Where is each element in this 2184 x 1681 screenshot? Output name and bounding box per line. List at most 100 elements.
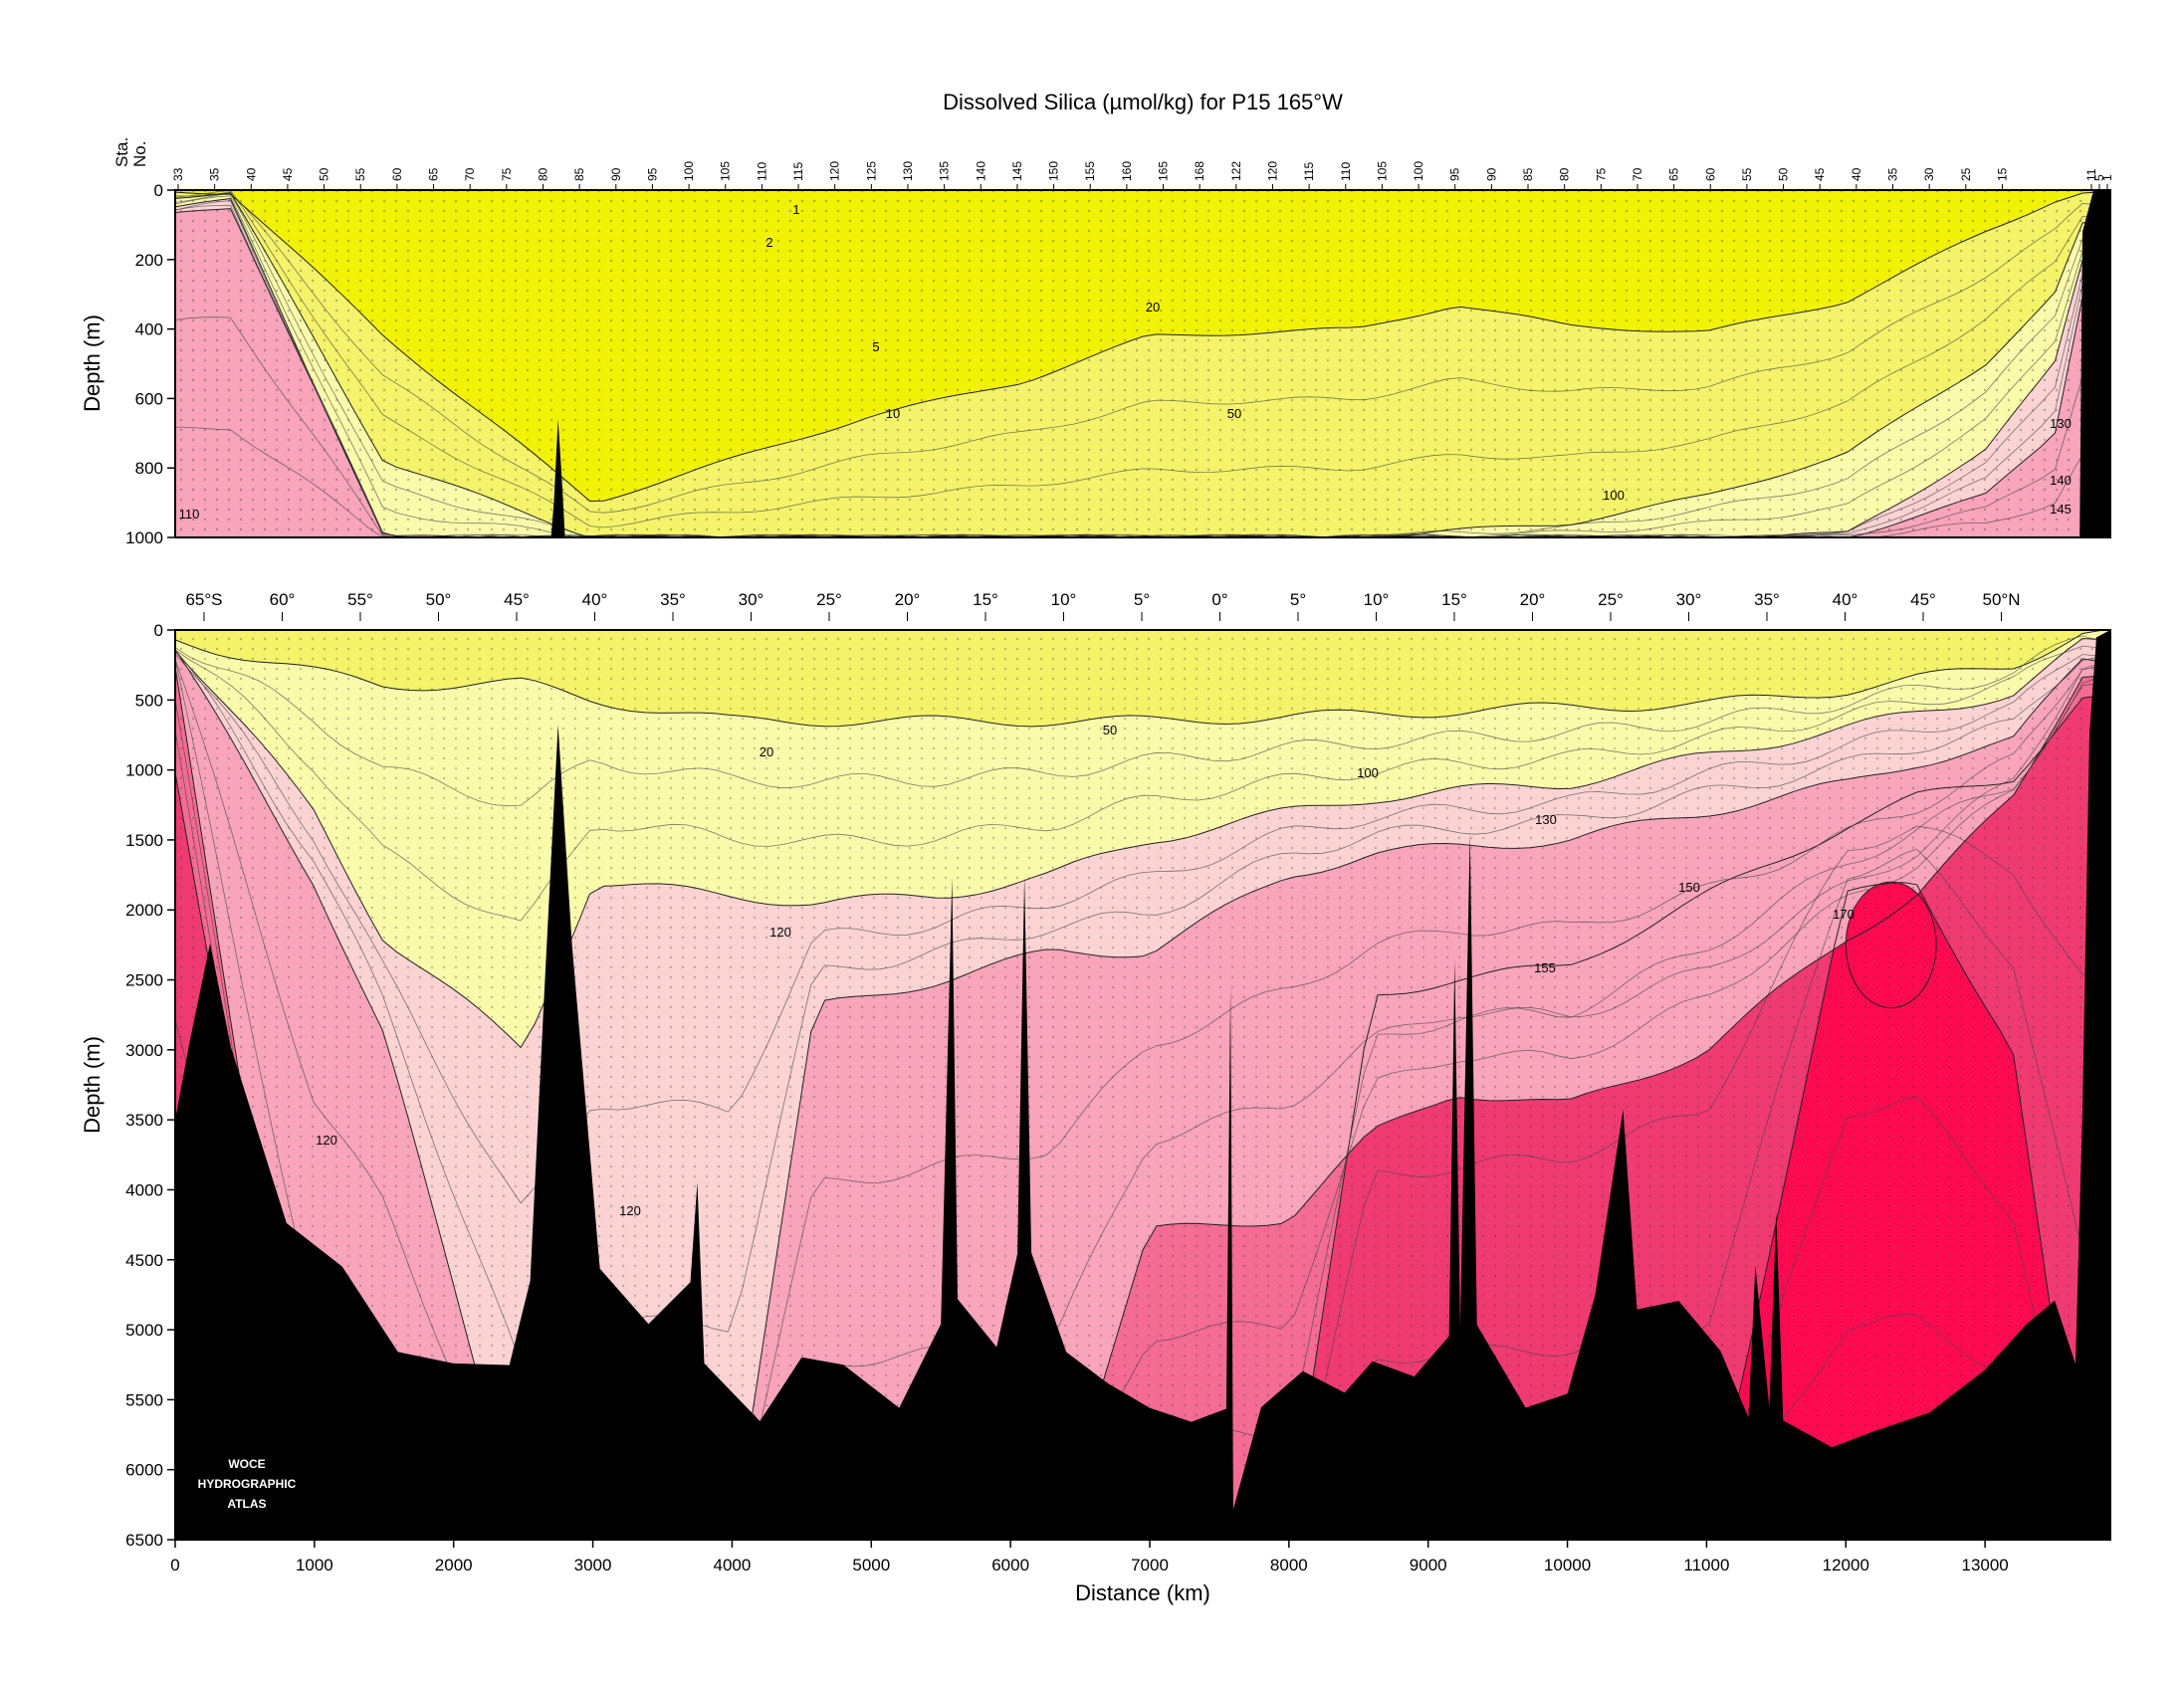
station-label: 70 bbox=[1631, 167, 1644, 181]
station-label: 100 bbox=[682, 161, 696, 181]
woce-atlas-logo: WOCE HYDROGRAPHIC ATLAS bbox=[198, 1457, 297, 1511]
lower-depth-tick-label: 4500 bbox=[125, 1251, 163, 1270]
lower-plot-frame bbox=[174, 629, 2111, 1541]
distance-tick-label: 7000 bbox=[1131, 1556, 1169, 1575]
lower-seafloor bbox=[175, 630, 2110, 1540]
station-label: 45 bbox=[281, 167, 295, 181]
station-label: 60 bbox=[390, 167, 404, 181]
lower-contour-label: 120 bbox=[316, 1133, 337, 1148]
station-label: 145 bbox=[1010, 161, 1024, 181]
lower-depth-tick-label: 3500 bbox=[125, 1111, 163, 1130]
lower-depth-axis: 0 500 1000 1500 2000 2500 3000 3500 4000 4500 5000… bbox=[125, 621, 175, 1550]
station-label: 110 bbox=[1339, 162, 1353, 181]
latitude-label: 15° bbox=[973, 590, 998, 609]
distance-tick-label: 1000 bbox=[296, 1556, 333, 1575]
station-label: 130 bbox=[901, 161, 915, 181]
upper-depth-tick-label: 200 bbox=[135, 251, 163, 270]
distance-axis: 0 1000 2000 3000 4000 5000 6000 7000 8000 9000 100… bbox=[170, 1540, 2009, 1575]
latitude-label: 40° bbox=[582, 590, 608, 609]
lower-contour-label: 130 bbox=[1535, 812, 1557, 827]
upper-contour-label: 140 bbox=[2050, 473, 2072, 488]
station-label: 120 bbox=[828, 161, 842, 181]
distance-tick-label: 5000 bbox=[852, 1556, 890, 1575]
latitude-label: 35° bbox=[660, 590, 686, 609]
latitude-axis: 65°S 60° 55° 50° 45° 40° 35° 30° 25° 20° 15° 10° 5° 0… bbox=[185, 590, 2020, 621]
station-label: 50 bbox=[318, 167, 331, 181]
station-label: 115 bbox=[791, 162, 805, 181]
station-label: 40 bbox=[244, 167, 258, 181]
latitude-label: 50°N bbox=[1983, 590, 2021, 609]
station-label: 105 bbox=[719, 161, 733, 181]
station-label: 110 bbox=[755, 162, 768, 181]
station-label: 155 bbox=[1083, 161, 1097, 181]
latitude-label: 30° bbox=[739, 590, 764, 609]
station-label: 120 bbox=[1265, 161, 1279, 181]
latitude-label: 40° bbox=[1833, 590, 1858, 609]
station-label: 65 bbox=[427, 167, 441, 181]
upper-contour-label: 20 bbox=[1146, 300, 1160, 315]
latitude-label: 60° bbox=[270, 590, 296, 609]
latitude-label: 0° bbox=[1211, 590, 1227, 609]
lower-depth-tick-label: 2500 bbox=[125, 971, 163, 990]
upper-contour-label: 145 bbox=[2050, 502, 2072, 517]
latitude-label: 30° bbox=[1676, 590, 1702, 609]
upper-depth-tick-label: 0 bbox=[154, 181, 163, 200]
station-label: 80 bbox=[1558, 167, 1572, 181]
lower-contour-label: 100 bbox=[1357, 765, 1379, 780]
latitude-label: 45° bbox=[504, 590, 530, 609]
station-label: 35 bbox=[1886, 167, 1900, 181]
logo-line-atlas: ATLAS bbox=[227, 1497, 266, 1511]
station-label: 33 bbox=[171, 167, 185, 181]
distance-tick-label: 0 bbox=[170, 1556, 179, 1575]
logo-line-hydrographic: HYDROGRAPHIC bbox=[198, 1477, 297, 1491]
station-label: 105 bbox=[1375, 161, 1389, 181]
station-label: 45 bbox=[1813, 167, 1827, 181]
upper-contour-labels: 1 2 5 10 20 50 100 110 130 140 145 bbox=[179, 202, 2072, 522]
lower-depth-tick-label: 5500 bbox=[125, 1390, 163, 1409]
station-label: 25 bbox=[1959, 167, 1973, 181]
upper-contour-label: 2 bbox=[765, 235, 772, 250]
latitude-label: 10° bbox=[1364, 590, 1390, 609]
station-label: 60 bbox=[1703, 167, 1717, 181]
station-label: 11 bbox=[2084, 168, 2098, 181]
station-label: 85 bbox=[572, 167, 586, 181]
distance-axis-label: Distance (km) bbox=[1075, 1580, 1210, 1605]
distance-tick-label: 2000 bbox=[435, 1556, 473, 1575]
lower-contour-label: 170 bbox=[1833, 907, 1855, 922]
station-label: 122 bbox=[1229, 161, 1243, 181]
latitude-label: 5° bbox=[1134, 590, 1150, 609]
upper-contour-label: 1 bbox=[792, 202, 799, 217]
lower-depth-axis-label: Depth (m) bbox=[80, 1036, 105, 1134]
station-label: 85 bbox=[1521, 167, 1535, 181]
distance-tick-label: 11000 bbox=[1683, 1556, 1729, 1575]
lower-contour-label: 20 bbox=[760, 744, 773, 759]
lower-depth-tick-label: 6500 bbox=[125, 1531, 163, 1550]
lower-depth-tick-label: 2000 bbox=[125, 901, 163, 920]
station-label: 5 bbox=[2092, 174, 2106, 181]
upper-contour-label: 110 bbox=[179, 507, 200, 522]
station-label: 55 bbox=[353, 167, 367, 181]
upper-plot-frame bbox=[174, 189, 2111, 538]
upper-contour-label: 50 bbox=[1227, 406, 1241, 421]
lower-contour-label: 150 bbox=[1678, 880, 1700, 895]
lower-depth-tick-label: 5000 bbox=[125, 1321, 163, 1340]
latitude-label: 20° bbox=[895, 590, 921, 609]
latitude-label: 25° bbox=[1598, 590, 1624, 609]
station-label: 90 bbox=[609, 167, 623, 181]
upper-depth-axis-label: Depth (m) bbox=[80, 315, 105, 412]
lower-depth-tick-label: 500 bbox=[135, 691, 163, 710]
upper-contour-label: 100 bbox=[1603, 488, 1625, 503]
upper-contour-label: 5 bbox=[872, 339, 879, 354]
upper-sample-dots bbox=[175, 190, 2110, 537]
station-axis-label: Sta. No. bbox=[112, 137, 149, 167]
lower-contour-label: 120 bbox=[619, 1203, 641, 1218]
station-axis-label-line2: No. bbox=[130, 141, 149, 167]
upper-depth-tick-label: 400 bbox=[135, 320, 163, 339]
upper-depth-tick-label: 600 bbox=[135, 389, 163, 408]
latitude-label: 55° bbox=[347, 590, 373, 609]
latitude-label: 35° bbox=[1754, 590, 1780, 609]
station-label: 125 bbox=[864, 161, 878, 181]
station-label: 165 bbox=[1157, 161, 1171, 181]
